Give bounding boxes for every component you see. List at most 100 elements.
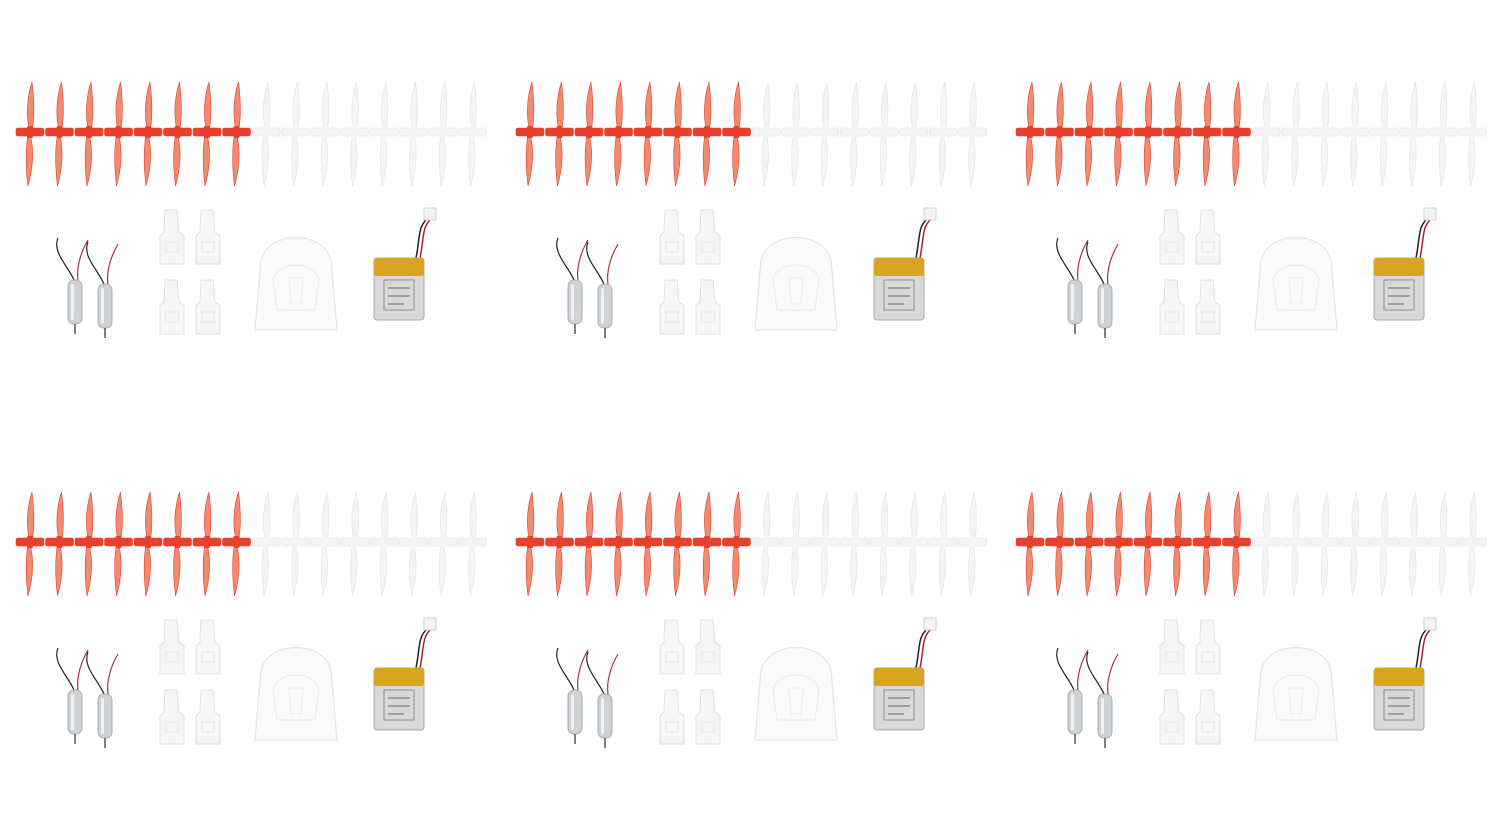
red-propeller-7 [192, 81, 222, 187]
red-propeller-1 [15, 81, 45, 187]
battery [873, 617, 937, 731]
white-propeller-5 [1369, 81, 1399, 187]
red-propeller-4 [104, 81, 133, 187]
white-propeller-1 [1251, 491, 1281, 597]
red-propeller-2 [1045, 491, 1074, 597]
motor-2 [586, 241, 619, 338]
white-propeller-4 [840, 81, 869, 187]
motor-2 [86, 241, 119, 338]
white-propeller-5 [869, 81, 899, 187]
white-propeller-3 [310, 491, 340, 597]
motor-mount-3 [159, 279, 185, 335]
white-propeller-5 [1369, 491, 1399, 597]
motor-mount-1 [659, 209, 685, 265]
red-propeller-8 [222, 81, 251, 187]
red-propeller-2 [45, 81, 74, 187]
red-propeller-1 [515, 81, 545, 187]
red-propeller-8 [722, 81, 751, 187]
motor-mount-2 [695, 619, 721, 675]
red-propeller-1 [515, 491, 545, 597]
red-propeller-5 [1133, 491, 1163, 597]
canopy [754, 237, 838, 331]
red-propeller-4 [604, 81, 633, 187]
white-propeller-6 [399, 491, 428, 597]
battery [1373, 617, 1437, 731]
white-propeller-1 [251, 81, 281, 187]
motor-mount-2 [1195, 619, 1221, 675]
white-propeller-7 [928, 81, 958, 187]
white-propeller-5 [869, 491, 899, 597]
red-propeller-5 [633, 81, 663, 187]
red-propeller-6 [163, 491, 192, 597]
battery [1373, 207, 1437, 321]
motor-1 [1056, 647, 1089, 744]
white-propeller-6 [899, 491, 928, 597]
red-propeller-1 [1015, 81, 1045, 187]
white-propeller-8 [458, 81, 487, 187]
white-propeller-8 [1458, 491, 1487, 597]
red-propeller-6 [163, 81, 192, 187]
motor-mount-2 [695, 209, 721, 265]
white-propeller-1 [751, 491, 781, 597]
white-propeller-7 [428, 81, 458, 187]
red-propeller-8 [1222, 81, 1251, 187]
parts-kit-2 [510, 80, 990, 350]
motor-mount-2 [195, 209, 221, 265]
red-propeller-2 [45, 491, 74, 597]
motor-1 [56, 647, 89, 744]
motor-mount-3 [659, 279, 685, 335]
red-propeller-5 [133, 81, 163, 187]
white-propeller-7 [428, 491, 458, 597]
red-propeller-3 [1074, 81, 1104, 187]
red-propeller-6 [1163, 81, 1192, 187]
parts-kit-3 [1010, 80, 1490, 350]
motor-mount-4 [195, 279, 221, 335]
red-propeller-5 [633, 491, 663, 597]
white-propeller-3 [1310, 491, 1340, 597]
white-propeller-6 [899, 81, 928, 187]
red-propeller-8 [1222, 491, 1251, 597]
white-propeller-7 [928, 491, 958, 597]
white-propeller-3 [810, 81, 840, 187]
red-propeller-3 [574, 81, 604, 187]
red-propeller-5 [133, 491, 163, 597]
red-propeller-2 [545, 81, 574, 187]
motor-1 [556, 647, 589, 744]
red-propeller-2 [545, 491, 574, 597]
motor-mount-4 [695, 279, 721, 335]
white-propeller-1 [251, 491, 281, 597]
white-propeller-2 [281, 491, 310, 597]
motor-1 [56, 237, 89, 334]
motor-mount-1 [1159, 209, 1185, 265]
red-propeller-5 [1133, 81, 1163, 187]
red-propeller-1 [1015, 491, 1045, 597]
white-propeller-6 [1399, 81, 1428, 187]
red-propeller-7 [1192, 81, 1222, 187]
motor-mount-1 [659, 619, 685, 675]
red-propeller-7 [692, 81, 722, 187]
canopy [1254, 237, 1338, 331]
canopy [754, 647, 838, 741]
white-propeller-3 [310, 81, 340, 187]
motor-1 [556, 237, 589, 334]
white-propeller-1 [1251, 81, 1281, 187]
red-propeller-3 [74, 81, 104, 187]
motor-mount-1 [159, 619, 185, 675]
canopy [254, 647, 338, 741]
red-propeller-4 [604, 491, 633, 597]
motor-2 [86, 651, 119, 748]
white-propeller-4 [340, 491, 369, 597]
red-propeller-6 [663, 81, 692, 187]
red-propeller-7 [692, 491, 722, 597]
motor-mount-3 [659, 689, 685, 745]
white-propeller-7 [1428, 491, 1458, 597]
battery [373, 617, 437, 731]
motor-mount-1 [1159, 619, 1185, 675]
red-propeller-4 [1104, 491, 1133, 597]
canopy [1254, 647, 1338, 741]
white-propeller-3 [810, 491, 840, 597]
white-propeller-8 [958, 491, 987, 597]
motor-mount-4 [1195, 279, 1221, 335]
white-propeller-6 [399, 81, 428, 187]
